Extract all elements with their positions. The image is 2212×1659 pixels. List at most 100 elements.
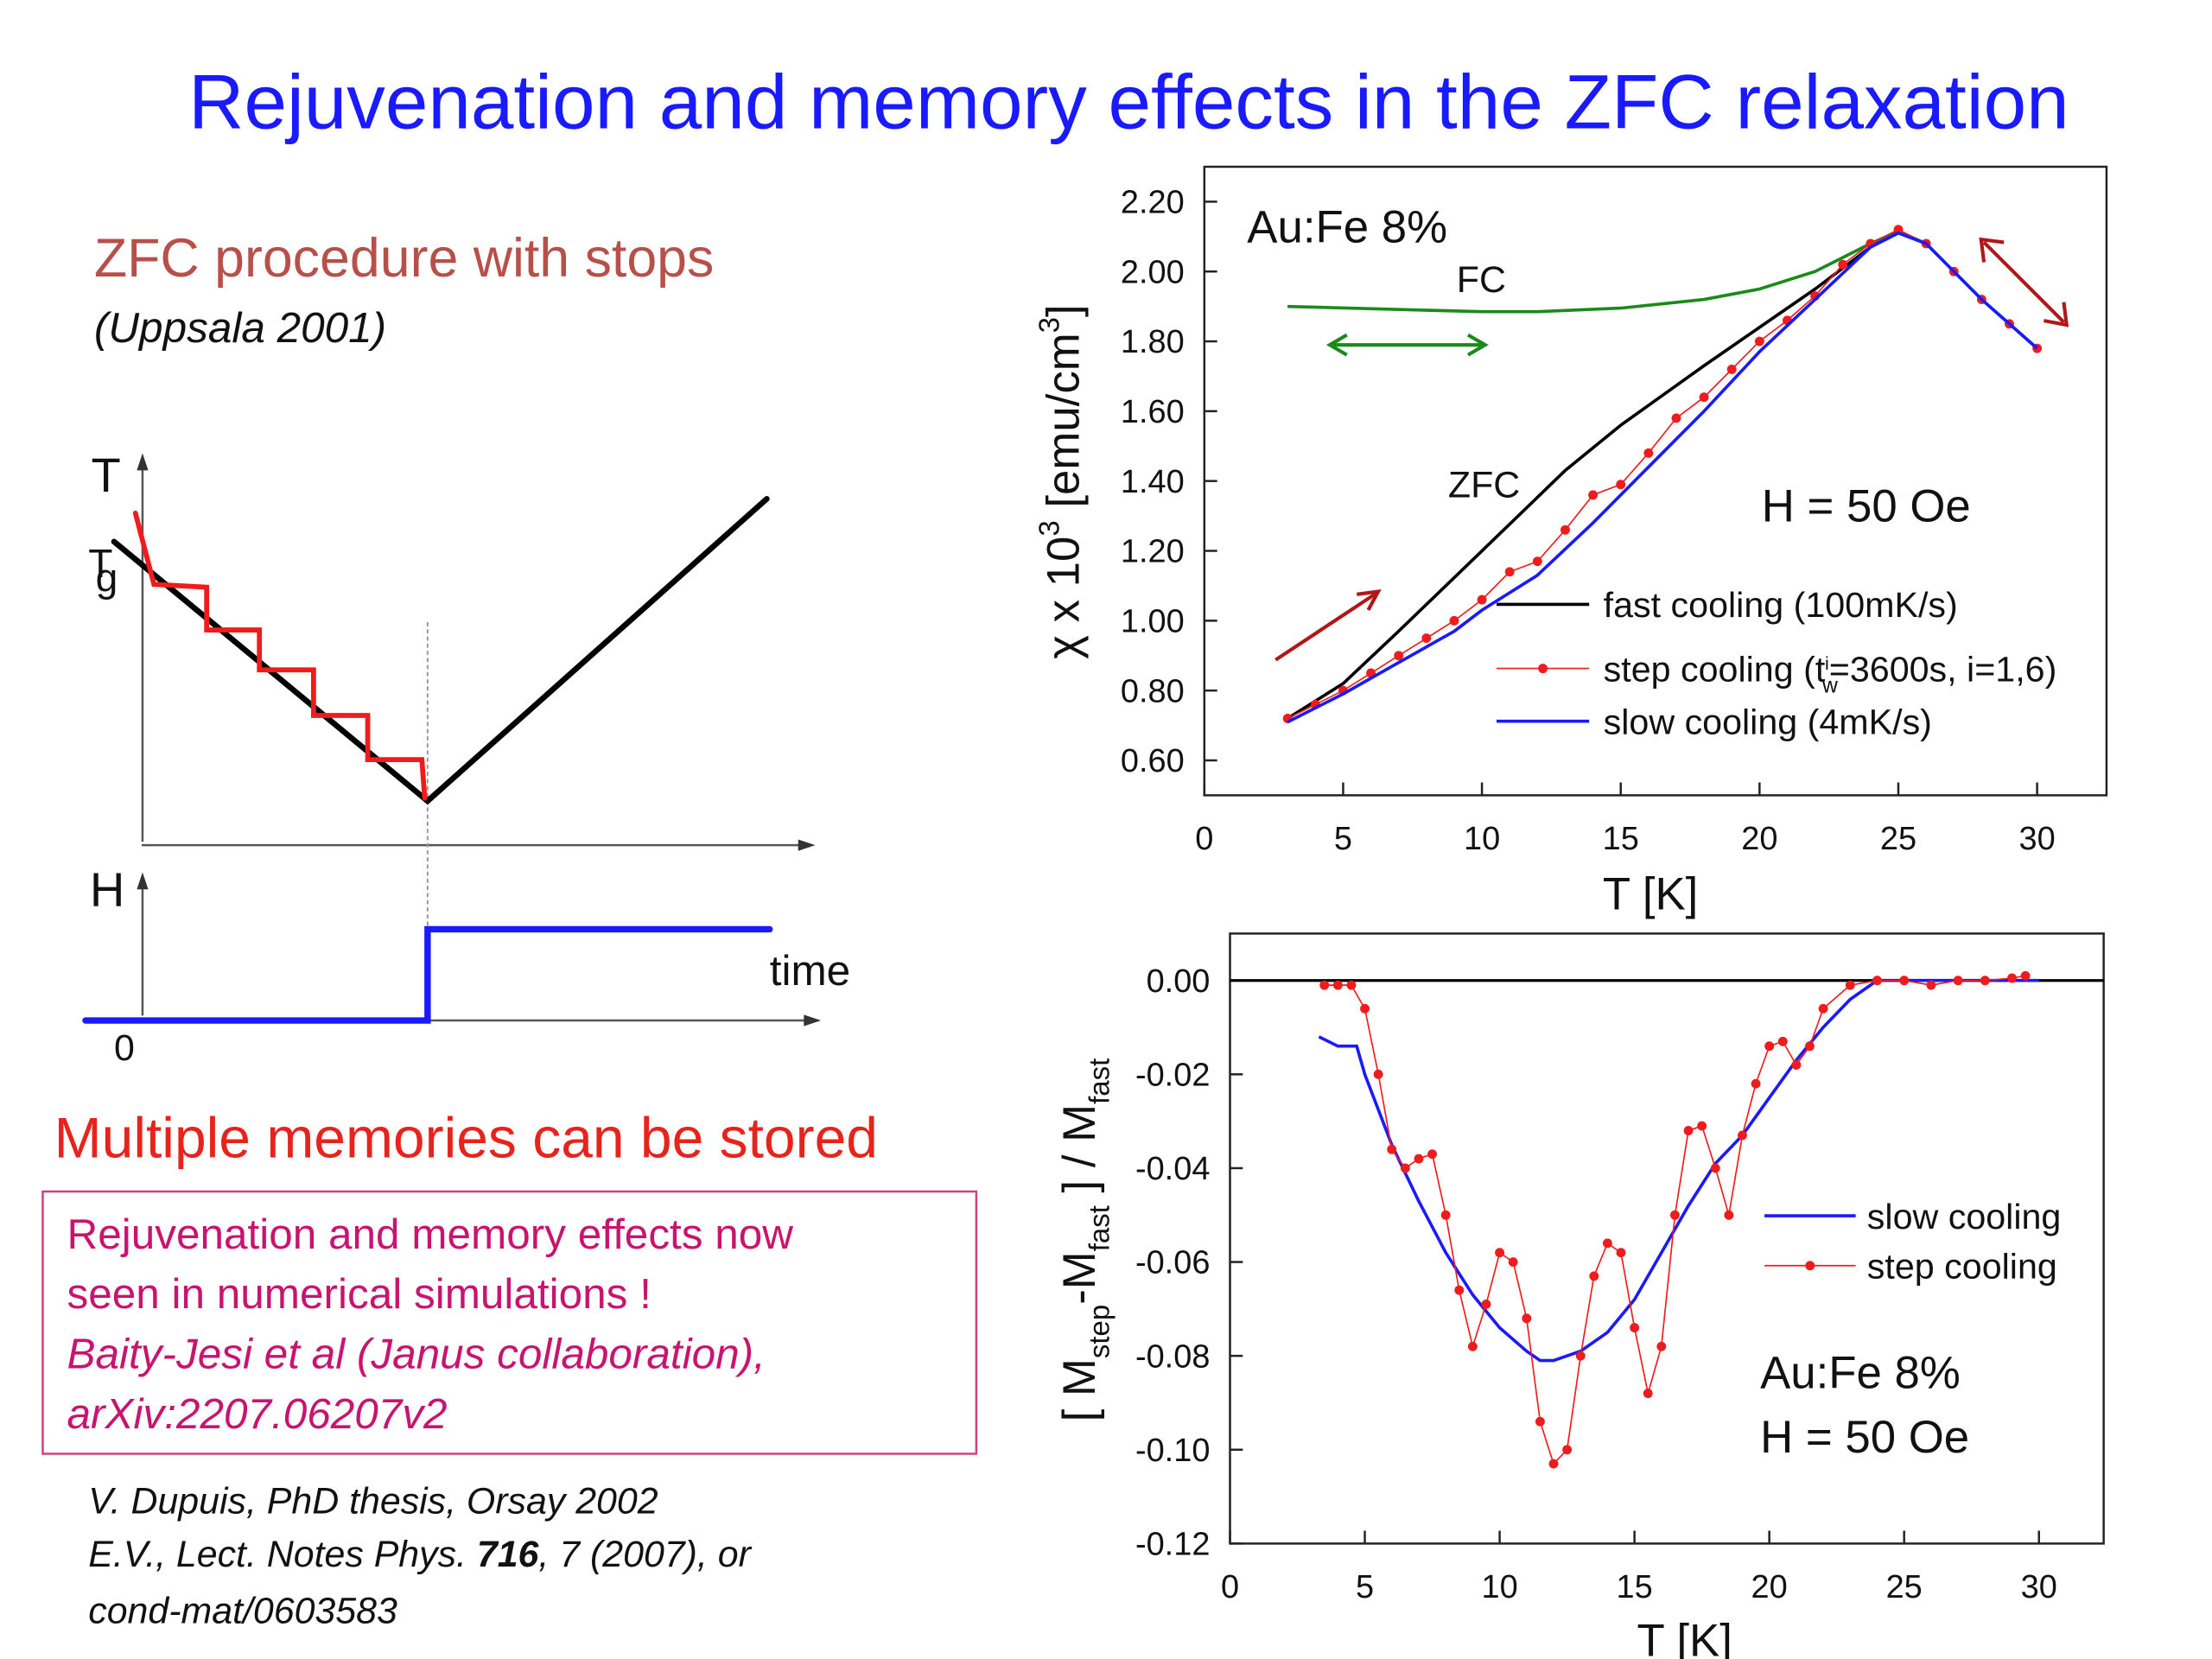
note-box (41, 1190, 978, 1455)
data-point (1346, 980, 1357, 990)
data-point (1754, 336, 1764, 346)
memories-text: Multiple memories can be stored (54, 1105, 878, 1169)
data-point (1838, 259, 1848, 270)
data-point (1427, 1149, 1438, 1160)
part: [emu/cm (1039, 333, 1090, 520)
x-tick-label: 30 (2019, 821, 2056, 857)
annotation: Au:Fe 8% (1760, 1348, 1961, 1399)
data-point (1532, 556, 1542, 567)
data-point (1818, 1003, 1828, 1014)
y-axis-title: [ Mstep-Mfast ] / Mfast (1054, 1058, 1115, 1422)
y-tick-label: -0.10 (1135, 1433, 1210, 1469)
data-point (1589, 1271, 1599, 1281)
x-tick-label: 10 (1464, 821, 1500, 857)
y-tick-label: 1.00 (1121, 604, 1185, 640)
legend-part: step cooling (t (1604, 649, 1826, 689)
x-tick-label: 10 (1481, 1569, 1517, 1605)
part: ] / M (1054, 1104, 1105, 1205)
data-line (1287, 231, 2038, 724)
heading: ZFC procedure with stops (94, 228, 715, 289)
data-point (1616, 480, 1626, 490)
y-tick-label: -0.08 (1135, 1338, 1210, 1375)
ref-part: 716 (477, 1534, 540, 1575)
arrowhead (137, 872, 149, 890)
part: ] (1039, 304, 1090, 317)
x-tick-label: 5 (1356, 1569, 1374, 1605)
x-tick-label: 30 (2021, 1569, 2057, 1605)
chart: 0 5 10 15 20 25 30 0.60 0.80 1.00 1.20 1.40 1.60 1.80… (1121, 165, 2108, 857)
y-tick-label: 0.80 (1121, 673, 1185, 709)
temperature-profile (111, 496, 770, 805)
y-tick-label: 1.80 (1121, 324, 1185, 360)
data-point (1548, 1459, 1559, 1469)
data-point (1504, 567, 1515, 577)
data-point (1522, 1313, 1532, 1324)
part: χ x 10 (1039, 537, 1090, 659)
x-tick-label: 20 (1751, 1569, 1788, 1605)
data-point (1953, 976, 1963, 986)
box-line: Baity-Jesi et al (Janus collaboration), (67, 1331, 766, 1378)
ref-part: E.V., Lect. Notes Phys. (88, 1534, 477, 1575)
arrowhead (1979, 237, 2069, 327)
y-tick-label: 0.60 (1121, 743, 1185, 779)
legend-label: fast cooling (100mK/s) (1604, 585, 1958, 625)
tg: T (88, 541, 112, 586)
arrowhead (1325, 333, 1489, 357)
ref-part: cond-mat/0603583 (88, 1591, 397, 1632)
legend-part: w (1821, 675, 1838, 698)
x-tick-label: 5 (1334, 821, 1352, 857)
data-point (1332, 980, 1343, 990)
ref-part: , 7 (2007), or (538, 1534, 752, 1575)
data-point (1643, 1389, 1653, 1399)
data-point (1656, 1341, 1667, 1351)
slide-title: Rejuvenation and memory effects in the Z… (188, 58, 2069, 144)
data-point (1394, 651, 1404, 661)
data-point (1872, 976, 1882, 986)
data-point (1560, 524, 1570, 535)
box-line: seen in numerical simulations ! (67, 1270, 652, 1318)
data-point (1980, 976, 1990, 986)
annotation: Au:Fe 8% (1247, 201, 1447, 252)
data-point (1319, 980, 1330, 990)
data-point (1400, 1163, 1410, 1173)
data-point (1710, 1163, 1720, 1173)
data-point (1643, 448, 1654, 458)
y-tick-label: -0.12 (1135, 1527, 1210, 1563)
data-point (1588, 490, 1599, 500)
data-point (1467, 1341, 1478, 1351)
x-axis-title: T [K] (1603, 868, 1698, 919)
plot-frame (1229, 932, 2105, 1545)
plot-frame (1203, 165, 2108, 797)
data-point (1481, 1299, 1491, 1309)
part: 3 (1033, 520, 1065, 536)
x-tick-label: 0 (1195, 821, 1213, 857)
data-point (1562, 1445, 1573, 1455)
legend-part: slow cooling (4mK/s) (1604, 702, 1932, 741)
data-point (1508, 1257, 1518, 1267)
data-point (2020, 970, 2031, 981)
y-axis-title: χ x 103 [emu/cm3] (1033, 304, 1090, 658)
y-tick-label: -0.02 (1135, 1058, 1210, 1094)
data-point (1477, 594, 1487, 605)
data-point (1791, 1060, 1802, 1070)
data-point (1751, 1078, 1761, 1089)
legend-label: slow cooling (4mK/s) (1604, 702, 1932, 741)
part: step (1083, 1305, 1115, 1358)
data-point (1738, 1130, 1747, 1141)
data-point (1414, 1154, 1424, 1164)
y-tick-label: 0.00 (1147, 963, 1211, 1000)
data-line (1324, 975, 2026, 1465)
data-point (1535, 1416, 1545, 1427)
part: 3 (1033, 317, 1065, 333)
x-tick-label: 20 (1741, 821, 1777, 857)
data-point (1360, 1003, 1370, 1014)
data-point (1899, 976, 1910, 986)
data-point (1373, 1069, 1383, 1079)
part: fast (1083, 1205, 1115, 1251)
data-point (1440, 1210, 1451, 1220)
x-tick-label: 15 (1603, 821, 1639, 857)
data-point (1602, 1238, 1612, 1249)
legend-label: step cooling (twi=3600s, i=1,6) (1604, 649, 2057, 697)
t-label: T (92, 448, 121, 502)
